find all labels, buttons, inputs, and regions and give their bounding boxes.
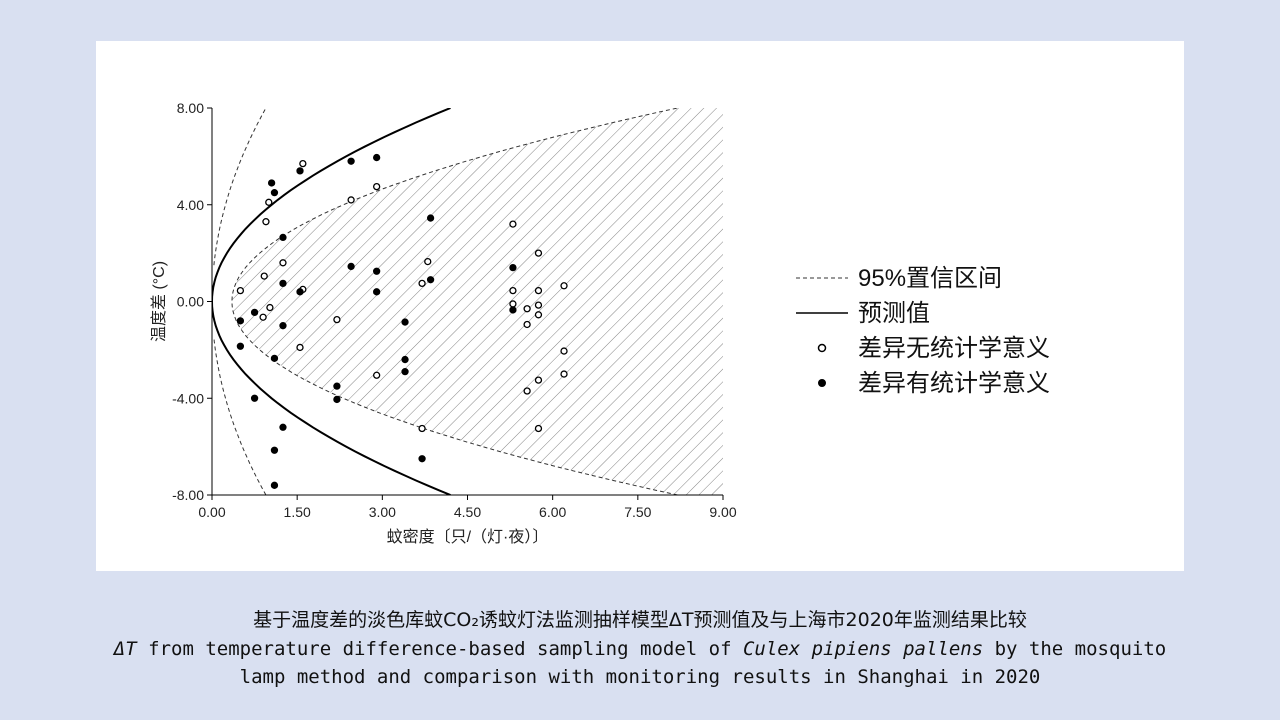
point-significant — [279, 279, 287, 288]
ci-outer-lower-dashed-line — [213, 337, 267, 495]
point-not-significant — [509, 286, 517, 295]
point-not-significant — [279, 259, 287, 267]
x-tick-label: 1.50 — [284, 504, 311, 520]
point-significant — [401, 355, 409, 364]
point-significant — [270, 481, 279, 489]
point-not-significant — [509, 300, 517, 308]
point-significant — [509, 306, 517, 314]
ci-outer-upper-dashed-line — [213, 108, 267, 266]
point-significant — [296, 288, 304, 296]
ci-inner-dashed-line — [231, 108, 678, 495]
caption-english-line2: lamp method and comparison with monitori… — [239, 666, 1041, 688]
point-not-significant — [523, 387, 531, 395]
point-significant — [236, 317, 245, 325]
point-not-significant — [418, 424, 426, 433]
caption-text-post: by the mosquito — [983, 638, 1167, 660]
point-significant — [347, 262, 355, 271]
point-significant — [418, 455, 426, 463]
point-not-significant — [265, 198, 273, 206]
point-not-significant — [373, 182, 381, 191]
x-tick-label: 3.00 — [369, 504, 396, 520]
point-not-significant — [333, 315, 341, 324]
point-not-significant — [424, 257, 432, 266]
point-not-significant — [560, 347, 568, 355]
caption-species: Culex pipiens pallens — [742, 638, 984, 660]
x-tick-label: 4.50 — [454, 504, 481, 520]
legend-ns-label: 差异无统计学意义 — [858, 335, 1050, 362]
chart-panel: 0.00 1.50 3.00 4.50 6.00 7.50 9.00 8.00 4.00 0.00… — [96, 41, 1184, 571]
point-significant — [296, 167, 304, 175]
point-significant — [333, 382, 341, 390]
point-significant — [270, 354, 279, 362]
x-tick-label: 6.00 — [539, 504, 566, 520]
point-significant — [373, 288, 381, 296]
point-significant — [426, 214, 435, 222]
caption-english-line1: ΔT from temperature difference-based sam… — [0, 638, 1280, 660]
legend-sig-marker — [818, 379, 826, 387]
point-significant — [373, 267, 381, 275]
point-significant — [250, 308, 259, 317]
x-tick-label: 0.00 — [198, 504, 225, 520]
point-not-significant — [560, 282, 568, 290]
y-tick-label: -4.00 — [172, 390, 204, 406]
point-significant — [401, 367, 409, 376]
y-tick-label: -8.00 — [172, 487, 204, 503]
point-not-significant — [534, 301, 543, 309]
point-significant — [373, 153, 381, 162]
y-axis-label: 温度差 (°C) — [150, 261, 168, 342]
legend-ns-marker — [817, 343, 827, 353]
point-not-significant — [262, 218, 270, 226]
ci-hatched-region — [231, 108, 723, 495]
prediction-curve — [212, 108, 451, 495]
point-not-significant — [523, 320, 531, 329]
y-tick-label: 8.00 — [177, 100, 204, 116]
point-not-significant — [509, 220, 517, 228]
scatter-chart: 0.00 1.50 3.00 4.50 6.00 7.50 9.00 8.00 4.00 0.00… — [150, 100, 1050, 546]
point-significant — [279, 423, 287, 431]
caption-chinese: 基于温度差的淡色库蚊CO₂诱蚊灯法监测抽样模型ΔT预测值及与上海市2020年监测… — [253, 609, 1027, 631]
point-not-significant — [266, 303, 274, 312]
x-tick-label: 9.00 — [709, 504, 736, 520]
legend-pred-label: 预测值 — [858, 300, 930, 327]
x-axis-label: 蚊密度〔只/（灯·夜）〕 — [387, 528, 549, 546]
point-not-significant — [236, 286, 245, 295]
point-significant — [270, 446, 279, 454]
point-not-significant — [523, 305, 531, 313]
point-not-significant — [299, 159, 307, 168]
point-not-significant — [560, 370, 568, 378]
caption-delta-t: ΔT — [113, 638, 137, 660]
point-significant — [347, 157, 355, 165]
point-not-significant — [534, 286, 543, 295]
point-significant — [426, 276, 435, 284]
point-not-significant — [534, 311, 543, 319]
x-tick-label: 7.50 — [624, 504, 651, 520]
point-significant — [236, 342, 245, 350]
point-not-significant — [418, 279, 426, 288]
point-significant — [270, 189, 279, 197]
point-not-significant — [260, 272, 268, 280]
point-not-significant — [534, 249, 543, 257]
point-not-significant — [347, 196, 355, 204]
point-not-significant — [534, 376, 543, 384]
legend-sig-label: 差异有统计学意义 — [858, 370, 1050, 397]
point-significant — [333, 395, 341, 404]
point-significant — [401, 318, 409, 326]
plot-area — [212, 108, 723, 495]
point-not-significant — [296, 343, 304, 352]
y-tick-label: 4.00 — [177, 197, 204, 213]
caption-text-mid: from temperature difference-based sampli… — [136, 638, 743, 660]
point-not-significant — [259, 313, 267, 321]
point-significant — [509, 263, 517, 272]
point-not-significant — [534, 424, 543, 433]
point-not-significant — [373, 371, 381, 379]
legend-ci-label: 95%置信区间 — [858, 265, 1002, 292]
point-significant — [267, 179, 276, 187]
y-tick-label: 0.00 — [177, 294, 204, 310]
point-significant — [250, 394, 259, 402]
point-significant — [279, 322, 287, 330]
point-significant — [279, 233, 287, 242]
